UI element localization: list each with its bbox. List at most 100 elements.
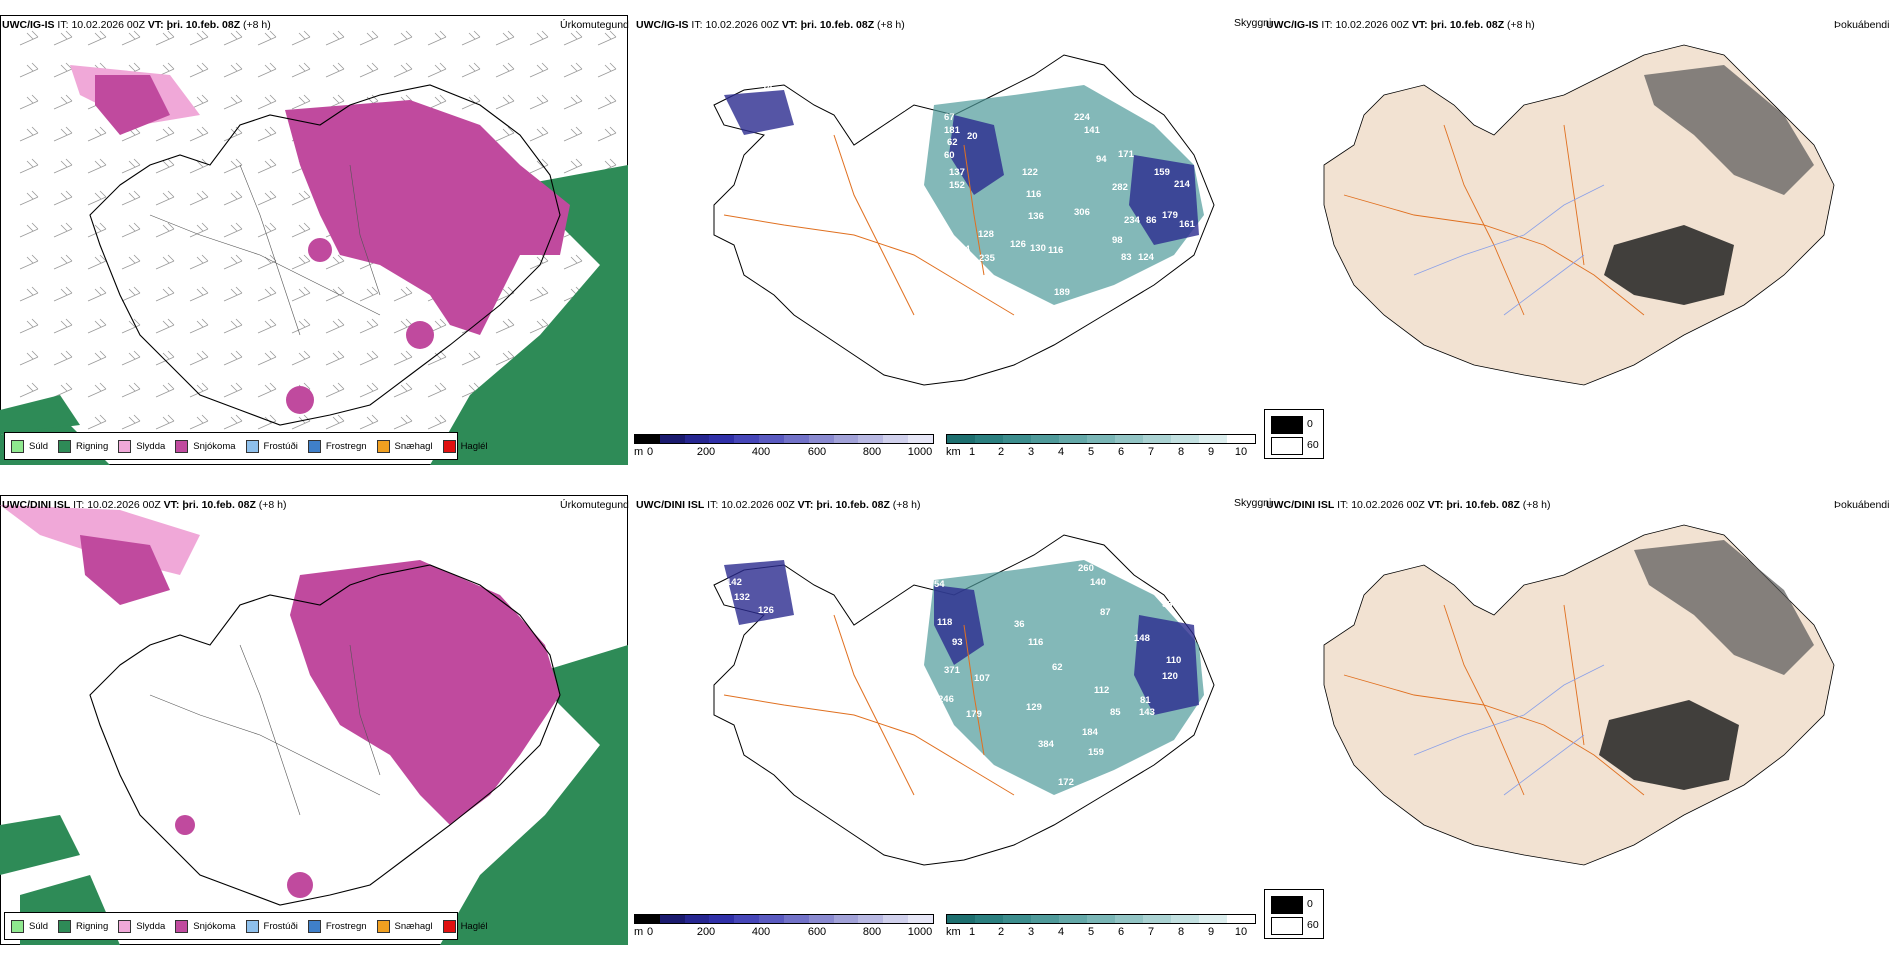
wind-barb <box>189 414 209 430</box>
wind-barb <box>19 318 39 334</box>
wind-barb <box>53 350 73 366</box>
vis-label: 62 <box>947 137 958 148</box>
elev-tick: 600 <box>807 446 827 458</box>
wind-barb <box>53 158 73 174</box>
legend-item-haglel: Haglél <box>442 439 488 453</box>
fog-legend-top: 0 60 <box>1264 409 1324 459</box>
wind-barb <box>257 286 277 302</box>
wind-barb <box>87 158 107 174</box>
wind-barb <box>257 350 277 366</box>
wind-barb <box>495 30 515 46</box>
fog-swatch-0 <box>1271 896 1303 914</box>
vis-label: 214 <box>1174 179 1191 190</box>
elev-tick: 600 <box>807 926 827 938</box>
wind-barb <box>461 30 481 46</box>
vis-label: 107 <box>974 673 990 684</box>
wind-barb <box>155 190 175 206</box>
wind-barb <box>155 30 175 46</box>
vis-label: 174 <box>954 244 971 255</box>
wind-barb <box>495 126 515 142</box>
wind-barb <box>325 382 345 398</box>
vis-tick: 5 <box>1087 926 1095 938</box>
vis-label: 340 <box>868 571 884 582</box>
vis-tick: 6 <box>1117 926 1125 938</box>
wind-barb <box>291 350 311 366</box>
vis-tick: 5 <box>1087 446 1095 458</box>
wind-barb <box>359 30 379 46</box>
wind-barb <box>121 222 141 238</box>
wind-barb <box>223 126 243 142</box>
visibility-map-top: 209 14 133 89 71 80 90 67 181 62 60 20 1… <box>713 54 1215 386</box>
fog-label-60: 60 <box>1307 439 1319 451</box>
wind-barb <box>53 126 73 142</box>
visibility-bar <box>946 914 1256 924</box>
wind-barb <box>53 94 73 110</box>
vis-label: 137 <box>949 167 965 178</box>
vis-label: 116 <box>1048 245 1063 256</box>
wind-barb <box>291 190 311 206</box>
wind-barb <box>155 350 175 366</box>
wind-barb <box>427 30 447 46</box>
legend-item-slydda: Slydda <box>118 439 165 453</box>
legend-item-sudd: Súld <box>11 919 48 933</box>
wind-barb <box>121 414 141 430</box>
wind-barb <box>325 254 345 270</box>
visibility-labels-top: 209 14 133 89 71 80 90 67 181 62 60 20 1… <box>729 82 1196 334</box>
wind-barb <box>189 254 209 270</box>
fog-map-top <box>1323 44 1835 386</box>
wind-barb <box>257 254 277 270</box>
wind-barb <box>121 318 141 334</box>
wind-barb <box>121 254 141 270</box>
wind-barb <box>563 94 583 110</box>
wind-barb <box>529 62 549 78</box>
vis-label: 14 <box>762 82 773 93</box>
vis-navy-area <box>949 115 1004 195</box>
legend-item-rigning: Rigning <box>58 439 108 453</box>
wind-barb <box>223 222 243 238</box>
wind-barb <box>223 158 243 174</box>
wind-barb <box>597 94 617 110</box>
elevation-unit: m <box>634 926 644 938</box>
wind-barb <box>563 158 583 174</box>
vis-label: 66 <box>904 693 915 704</box>
vis-label: 120 <box>1162 671 1178 682</box>
vis-label: 20 <box>967 131 978 142</box>
wind-barb <box>53 318 73 334</box>
elev-tick: 0 <box>646 446 654 458</box>
wind-barb <box>19 382 39 398</box>
legend-item-rigning: Rigning <box>58 919 108 933</box>
wind-barb <box>189 62 209 78</box>
vis-label: 60 <box>944 150 955 161</box>
wind-barb <box>359 382 379 398</box>
wind-barb <box>121 350 141 366</box>
wind-barb <box>257 190 277 206</box>
wind-barb <box>529 158 549 174</box>
wind-barb <box>87 222 107 238</box>
wind-barb <box>223 318 243 334</box>
legend-item-frostregn: Frostregn <box>307 919 367 933</box>
vis-label: 301 <box>862 682 879 693</box>
fog-label-0: 0 <box>1307 898 1313 910</box>
fog-label-0: 0 <box>1307 418 1313 430</box>
wind-barb <box>121 382 141 398</box>
wind-barb <box>563 62 583 78</box>
elev-tick: 800 <box>862 926 882 938</box>
wind-barb <box>223 190 243 206</box>
vis-label: 116 <box>1028 637 1043 648</box>
wind-barb <box>257 318 277 334</box>
wind-barb <box>87 190 107 206</box>
vis-label: 64 <box>920 683 931 694</box>
fog-map-bottom <box>1323 524 1835 866</box>
vis-tick: 6 <box>1117 446 1125 458</box>
fog-dark <box>1599 700 1739 790</box>
vis-label: 235 <box>979 253 996 264</box>
wind-barb <box>155 414 175 430</box>
wind-barb <box>223 382 243 398</box>
vis-label: 246 <box>938 694 954 705</box>
wind-barb <box>155 318 175 334</box>
wind-barb <box>189 30 209 46</box>
wind-barb <box>427 62 447 78</box>
fog-title: Þokuábendi <box>1834 499 1890 511</box>
wind-barb <box>189 318 209 334</box>
wind-barb <box>121 158 141 174</box>
